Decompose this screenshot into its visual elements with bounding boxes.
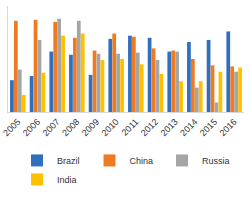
svg-text:2011: 2011 (120, 117, 141, 138)
svg-text:2014: 2014 (178, 117, 199, 138)
svg-text:Russia: Russia (202, 156, 230, 166)
svg-text:2009: 2009 (80, 117, 101, 138)
svg-text:2006: 2006 (21, 117, 42, 138)
svg-text:Brazil: Brazil (57, 156, 80, 166)
svg-text:2008: 2008 (60, 117, 81, 138)
svg-text:India: India (57, 175, 77, 185)
svg-text:2010: 2010 (100, 117, 121, 138)
svg-text:2007: 2007 (41, 117, 62, 138)
svg-text:2012: 2012 (139, 117, 160, 138)
svg-text:2013: 2013 (159, 117, 180, 138)
svg-text:2015: 2015 (198, 117, 219, 138)
svg-text:2005: 2005 (1, 117, 22, 138)
svg-text:China: China (130, 156, 154, 166)
svg-text:2016: 2016 (218, 117, 239, 138)
